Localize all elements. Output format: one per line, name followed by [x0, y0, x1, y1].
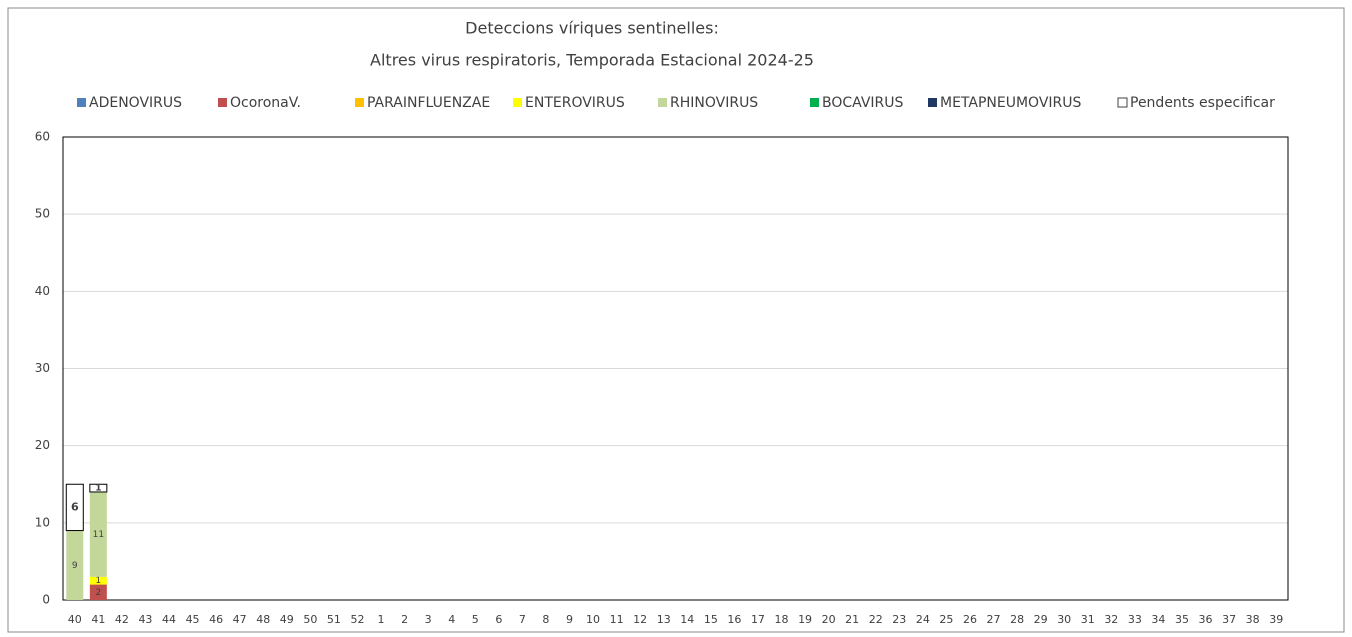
x-tick-label: 23 [892, 613, 906, 626]
legend-swatch [928, 98, 937, 107]
x-tick-label: 22 [869, 613, 883, 626]
x-tick-label: 17 [751, 613, 765, 626]
x-tick-label: 33 [1128, 613, 1142, 626]
legend-swatch [355, 98, 364, 107]
x-tick-label: 42 [115, 613, 129, 626]
legend-swatch [218, 98, 227, 107]
bar-segment [66, 530, 84, 600]
x-tick-label: 18 [775, 613, 789, 626]
x-tick-label: 14 [680, 613, 694, 626]
x-tick-label: 12 [633, 613, 647, 626]
x-tick-label: 11 [610, 613, 624, 626]
x-tick-label: 41 [91, 613, 105, 626]
x-tick-label: 37 [1222, 613, 1236, 626]
x-tick-label: 40 [68, 613, 82, 626]
x-tick-label: 50 [303, 613, 317, 626]
bar-segment [89, 483, 108, 493]
x-tick-label: 45 [186, 613, 200, 626]
x-tick-label: 38 [1246, 613, 1260, 626]
legend-label: ENTEROVIRUS [525, 95, 625, 111]
x-tick-label: 52 [350, 613, 364, 626]
y-tick-label: 40 [35, 284, 50, 298]
chart-subtitle: Altres virus respiratoris, Temporada Est… [370, 51, 814, 70]
x-tick-label: 30 [1057, 613, 1071, 626]
x-tick-label: 34 [1151, 613, 1165, 626]
x-tick-label: 26 [963, 613, 977, 626]
legend-label: ADENOVIRUS [89, 95, 182, 111]
x-tick-label: 9 [566, 613, 573, 626]
x-tick-label: 10 [586, 613, 600, 626]
x-tick-label: 24 [916, 613, 930, 626]
x-tick-label: 27 [987, 613, 1001, 626]
bar-segment [89, 584, 107, 600]
x-tick-label: 47 [233, 613, 247, 626]
chart-title: Deteccions víriques sentinelles: [465, 19, 719, 38]
legend-swatch [658, 98, 667, 107]
x-tick-label: 5 [472, 613, 479, 626]
x-tick-label: 8 [542, 613, 549, 626]
y-tick-label: 20 [35, 438, 50, 452]
legend-label: OcoronaV. [230, 95, 301, 111]
y-tick-label: 30 [35, 361, 50, 375]
legend-label: PARAINFLUENZAE [367, 95, 490, 111]
x-tick-label: 1 [378, 613, 385, 626]
x-tick-label: 36 [1199, 613, 1213, 626]
plot-area [62, 136, 1289, 601]
bar-segment [65, 483, 84, 532]
data-label: 1 [95, 576, 101, 586]
legend-swatch [77, 98, 86, 107]
x-tick-label: 13 [657, 613, 671, 626]
x-tick-label: 20 [822, 613, 836, 626]
data-label: 1 [95, 484, 101, 494]
y-tick-label: 60 [35, 130, 50, 144]
x-tick-label: 31 [1081, 613, 1095, 626]
y-tick-label: 0 [42, 593, 50, 607]
x-tick-label: 16 [727, 613, 741, 626]
data-label: 9 [72, 561, 78, 571]
data-label: 6 [71, 500, 79, 513]
legend-swatch [1117, 97, 1128, 108]
x-tick-label: 32 [1104, 613, 1118, 626]
legend-swatch [513, 98, 522, 107]
bar-segment [89, 491, 107, 577]
x-tick-label: 28 [1010, 613, 1024, 626]
x-tick-label: 43 [138, 613, 152, 626]
x-tick-label: 39 [1269, 613, 1283, 626]
x-tick-label: 48 [256, 613, 270, 626]
chart-frame [7, 7, 1345, 633]
legend-label: Pendents especificar [1130, 95, 1275, 111]
x-tick-label: 35 [1175, 613, 1189, 626]
x-tick-label: 2 [401, 613, 408, 626]
x-tick-label: 4 [448, 613, 455, 626]
data-label: 11 [93, 530, 104, 540]
x-tick-label: 46 [209, 613, 223, 626]
y-tick-label: 10 [35, 515, 50, 529]
data-label: 2 [95, 588, 101, 598]
x-tick-label: 51 [327, 613, 341, 626]
bar-segment [89, 576, 107, 585]
x-tick-label: 49 [280, 613, 294, 626]
x-tick-label: 6 [495, 613, 502, 626]
legend-label: RHINOVIRUS [670, 95, 758, 111]
x-tick-label: 29 [1034, 613, 1048, 626]
legend-label: METAPNEUMOVIRUS [940, 95, 1082, 111]
x-tick-label: 7 [519, 613, 526, 626]
x-tick-label: 44 [162, 613, 176, 626]
x-tick-label: 3 [425, 613, 432, 626]
x-tick-label: 21 [845, 613, 859, 626]
x-tick-label: 15 [704, 613, 718, 626]
legend-swatch [810, 98, 819, 107]
y-tick-label: 50 [35, 207, 50, 221]
x-tick-label: 25 [939, 613, 953, 626]
x-tick-label: 19 [798, 613, 812, 626]
legend-label: BOCAVIRUS [822, 95, 904, 111]
